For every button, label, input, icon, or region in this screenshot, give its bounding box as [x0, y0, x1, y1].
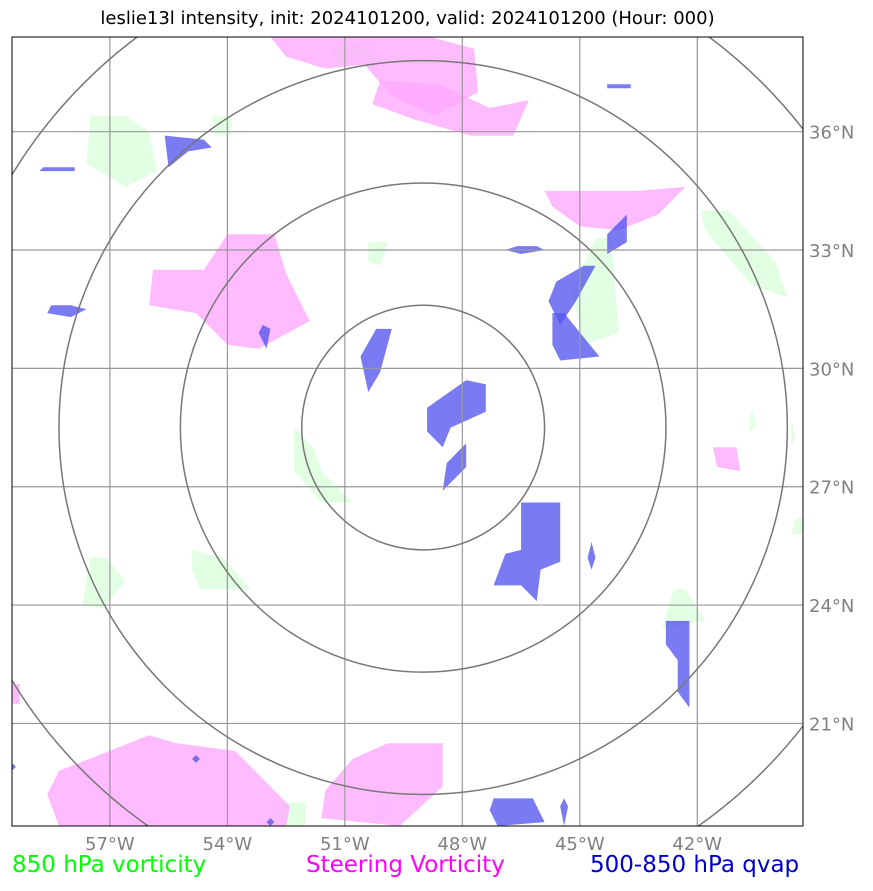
- qvap-patch: [12, 762, 16, 771]
- longitude-tick-label: 57°W: [85, 834, 135, 855]
- legend-qvap: 500-850 hPa qvap: [590, 852, 800, 878]
- qvap-patch: [427, 380, 486, 448]
- qvap-patch: [360, 328, 392, 393]
- latitude-tick-label: 33°N: [809, 241, 854, 262]
- vorticity-850-patch: [82, 557, 126, 609]
- vorticity-850-patch: [86, 115, 157, 187]
- graticule: [12, 37, 803, 826]
- page-title: leslie13l intensity, init: 2024101200, v…: [100, 8, 715, 29]
- steering-vorticity-patch: [47, 735, 291, 826]
- longitude-tick-label: 54°W: [203, 834, 253, 855]
- qvap-patch: [607, 84, 631, 89]
- qvap-patch: [164, 135, 212, 168]
- latitude-tick-label: 36°N: [809, 123, 854, 144]
- latitude-tick-label: 21°N: [809, 714, 854, 735]
- qvap-field: [12, 84, 690, 826]
- qvap-patch: [665, 620, 690, 708]
- steering-vorticity-patch: [712, 447, 741, 471]
- qvap-patch: [266, 818, 275, 826]
- vorticity-850-patch: [791, 518, 803, 535]
- qvap-patch: [489, 798, 545, 826]
- qvap-patch: [552, 313, 600, 361]
- vorticity-850-patch: [293, 427, 353, 503]
- qvap-patch: [587, 542, 596, 570]
- vorticity-850-field: [82, 40, 803, 826]
- longitude-labels: 57°W 54°W 51°W 48°W 45°W 42°W: [85, 834, 722, 855]
- steering-vorticity-field: [12, 37, 741, 826]
- steering-vorticity-patch: [149, 234, 310, 349]
- qvap-patch: [192, 755, 200, 763]
- range-ring: [58, 59, 789, 796]
- latitude-labels: 36°N 33°N 30°N 27°N 24°N 21°N: [809, 123, 854, 736]
- qvap-patch: [493, 502, 561, 602]
- latitude-tick-label: 27°N: [809, 478, 854, 499]
- longitude-tick-label: 45°W: [555, 834, 605, 855]
- longitude-tick-label: 42°W: [672, 834, 722, 855]
- qvap-patch: [47, 305, 87, 318]
- qvap-patch: [560, 798, 568, 826]
- vorticity-850-patch: [368, 242, 388, 266]
- vorticity-850-patch: [748, 407, 756, 432]
- steering-vorticity-patch: [372, 80, 529, 136]
- longitude-tick-label: 48°W: [437, 834, 487, 855]
- vorticity-850-patch: [572, 238, 619, 345]
- range-ring: [301, 304, 546, 551]
- longitude-tick-label: 51°W: [320, 834, 370, 855]
- qvap-patch: [39, 167, 75, 172]
- steering-vorticity-patch: [544, 186, 686, 231]
- vorticity-850-patch: [192, 549, 251, 590]
- qvap-patch: [442, 443, 467, 491]
- range-ring: [179, 182, 667, 673]
- legend-steering-vorticity: Steering Vorticity: [306, 852, 505, 878]
- vorticity-850-patch: [662, 589, 706, 629]
- qvap-patch: [607, 214, 627, 254]
- qvap-patch: [258, 325, 271, 349]
- steering-vorticity-patch: [321, 743, 443, 826]
- qvap-patch: [548, 265, 596, 325]
- vorticity-850-patch: [791, 419, 796, 448]
- latitude-tick-label: 30°N: [809, 359, 854, 380]
- legend-850-vorticity: 850 hPa vorticity: [12, 852, 207, 878]
- map-frame: [11, 36, 804, 827]
- vorticity-850-patch: [211, 115, 232, 136]
- latitude-tick-label: 24°N: [809, 596, 854, 617]
